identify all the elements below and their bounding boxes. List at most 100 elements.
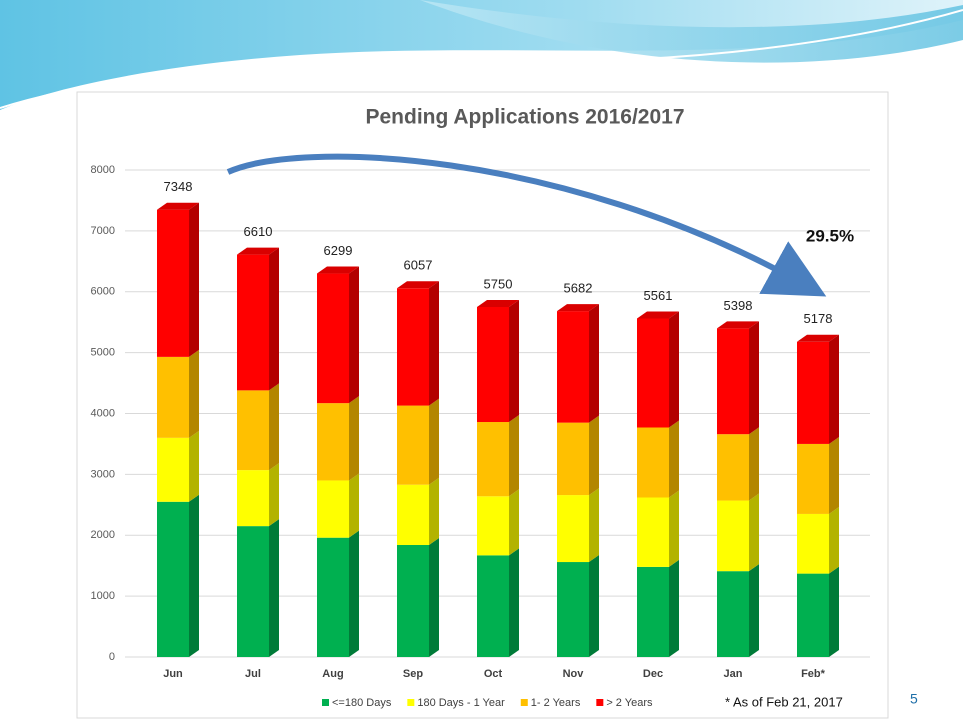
bar-side [669, 311, 679, 428]
x-tick-label: Dec [643, 668, 663, 680]
bar-top [557, 304, 599, 312]
y-tick-label: 0 [109, 651, 115, 663]
bar-side [589, 304, 599, 423]
bar-top [637, 311, 679, 319]
bar-top [157, 202, 199, 210]
bar-segment [637, 497, 669, 567]
bar-segment [237, 526, 269, 657]
footnote: * As of Feb 21, 2017 [725, 694, 843, 709]
page-number: 5 [910, 691, 918, 707]
bar-segment [317, 537, 349, 657]
bar-top [717, 321, 759, 329]
bar-segment [717, 328, 749, 435]
bar-side [269, 519, 279, 657]
total-label: 6299 [324, 243, 353, 258]
bar-segment [237, 470, 269, 527]
x-tick-label: Jun [163, 668, 183, 680]
bar-segment [477, 555, 509, 657]
bar-segment [477, 496, 509, 556]
bar-side [189, 430, 199, 502]
header-wave [0, 0, 963, 110]
bar-side [349, 396, 359, 481]
x-tick-label: Jan [724, 668, 743, 680]
bar-side [749, 427, 759, 501]
legend-swatch [407, 699, 415, 706]
legend-label: 180 Days - 1 Year [417, 697, 505, 709]
annotation: 29.5% [806, 226, 854, 245]
bar-side [589, 415, 599, 496]
bar-side [829, 436, 839, 514]
bar-side [589, 488, 599, 563]
legend-swatch [322, 699, 329, 706]
bar-side [829, 566, 839, 657]
bar-side [349, 266, 359, 404]
x-tick-label: Jul [245, 668, 261, 680]
legend-label: 1- 2 Years [531, 697, 581, 709]
bar-side [189, 349, 199, 438]
bar-segment [317, 403, 349, 481]
bar-segment [397, 288, 429, 406]
bar-side [589, 555, 599, 657]
y-tick-label: 2000 [91, 529, 115, 541]
bar-side [509, 548, 519, 657]
bar-side [509, 489, 519, 556]
bar-segment [477, 422, 509, 497]
bar-side [429, 477, 439, 545]
legend-swatch [520, 699, 528, 706]
bar-segment [157, 437, 189, 502]
bar-segment [237, 254, 269, 391]
total-label: 6610 [244, 224, 273, 239]
bar-segment [157, 209, 189, 357]
y-tick-label: 5000 [91, 347, 115, 359]
x-tick-label: Aug [322, 668, 343, 680]
bar-side [749, 564, 759, 657]
bar-segment [797, 573, 829, 657]
total-label: 6057 [404, 258, 433, 273]
bar-segment [797, 341, 829, 444]
bar-segment [717, 500, 749, 572]
bar-top [317, 266, 359, 274]
plot-area: 0 1000 2000 3000 4000 5000 6000 7000 8000 7348 Jun… [91, 164, 870, 680]
bar-top [797, 334, 839, 342]
legend-swatch [596, 699, 604, 706]
bar-segment [317, 273, 349, 404]
bar-segment [557, 562, 589, 657]
bar-segment [157, 501, 189, 657]
bar-segment [157, 356, 189, 438]
bar-segment [397, 544, 429, 657]
x-tick-label: Sep [403, 668, 423, 680]
bar-side [269, 383, 279, 471]
bar-segment [797, 513, 829, 574]
bar-segment [797, 443, 829, 514]
y-tick-label: 4000 [91, 407, 115, 419]
bar-side [429, 281, 439, 406]
total-label: 5178 [804, 311, 833, 326]
bar-side [269, 247, 279, 391]
y-tick-label: 1000 [91, 590, 115, 602]
bar-side [669, 490, 679, 567]
bar-segment [717, 434, 749, 501]
legend-label: > 2 Years [606, 697, 653, 709]
chart-title: Pending Applications 2016/2017 [366, 106, 685, 129]
bar-segment [477, 306, 509, 423]
y-tick-label: 8000 [91, 164, 115, 176]
bar-side [749, 321, 759, 435]
bar-segment [397, 405, 429, 485]
bar-segment [557, 495, 589, 563]
bar-side [749, 493, 759, 572]
bar-side [349, 530, 359, 657]
bar-segment [637, 566, 669, 657]
bar-side [829, 334, 839, 444]
bar-side [269, 463, 279, 527]
x-tick-label: Feb* [801, 668, 826, 680]
bar-segment [317, 480, 349, 538]
bar-segment [397, 484, 429, 545]
y-tick-label: 6000 [91, 286, 115, 298]
total-label: 5398 [724, 298, 753, 313]
legend: <=180 Days 180 Days - 1 Year 1- 2 Years > 2… [322, 697, 653, 709]
bar-segment [637, 318, 669, 428]
bar-segment [557, 311, 589, 423]
bar-top [397, 281, 439, 289]
y-tick-label: 7000 [91, 225, 115, 237]
